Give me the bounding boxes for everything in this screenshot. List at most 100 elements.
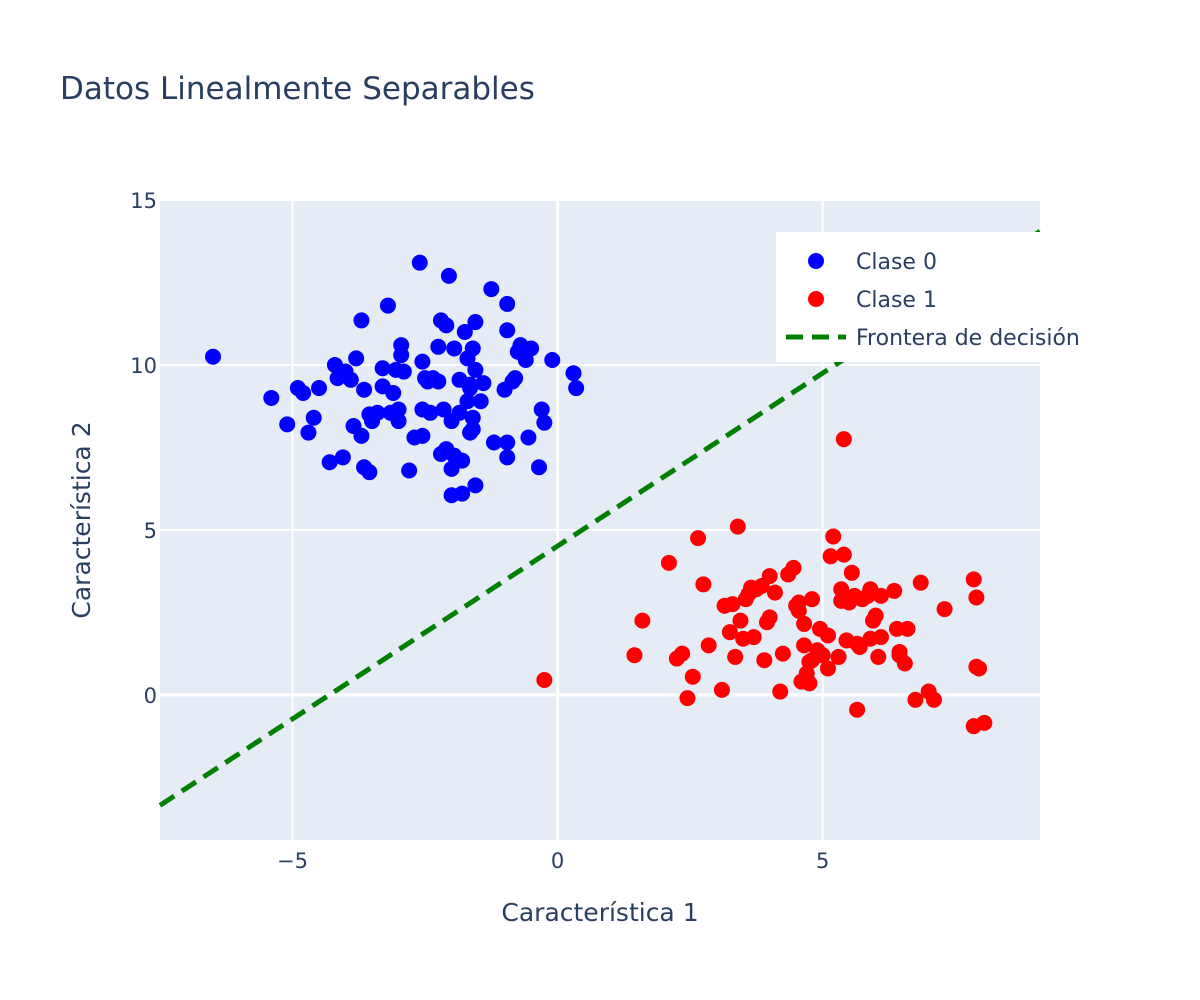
data-point-clase-0: [544, 352, 561, 368]
data-point-clase-1: [772, 683, 789, 700]
data-point-clase-1: [727, 648, 744, 665]
data-point-clase-0: [263, 389, 280, 406]
data-point-clase-1: [925, 691, 942, 708]
data-point-clase-0: [361, 464, 378, 481]
x-axis-label: Característica 1: [501, 898, 698, 927]
x-tick-label: −5: [277, 849, 308, 873]
y-tick-label: 15: [130, 189, 157, 213]
x-tick-label: 5: [816, 849, 829, 873]
data-point-clase-1: [867, 607, 884, 624]
y-tick-label: 5: [144, 519, 157, 543]
data-point-clase-0: [279, 416, 296, 433]
data-point-clase-1: [756, 652, 773, 669]
data-point-clase-1: [849, 701, 866, 718]
data-point-clase-0: [311, 380, 328, 397]
data-point-clase-0: [390, 413, 407, 430]
data-point-clase-0: [536, 414, 553, 431]
data-point-clase-1: [634, 612, 651, 629]
data-point-clase-1: [729, 518, 746, 535]
data-point-clase-1: [796, 637, 813, 654]
y-tick-label: 10: [130, 354, 157, 378]
data-point-clase-0: [414, 427, 431, 444]
legend-marker-clase-1: [808, 291, 824, 307]
data-point-clase-0: [300, 424, 317, 441]
legend-label-frontera: Frontera de decisión: [856, 326, 1080, 351]
data-point-clase-0: [390, 401, 407, 418]
data-point-clase-0: [531, 459, 548, 476]
data-point-clase-1: [822, 548, 839, 565]
grid-lines: [160, 199, 1040, 840]
data-point-clase-0: [379, 297, 396, 314]
data-point-clase-0: [467, 361, 484, 378]
data-point-clase-1: [713, 681, 730, 698]
data-point-clase-0: [446, 340, 463, 357]
data-point-clase-1: [819, 660, 836, 677]
data-point-clase-0: [499, 449, 516, 466]
data-point-clase-1: [907, 691, 924, 708]
data-point-clase-1: [790, 602, 807, 619]
chart-title: Datos Linealmente Separables: [60, 71, 535, 107]
data-point-clase-0: [430, 373, 447, 390]
data-point-clase-1: [849, 635, 866, 652]
y-axis-label: Característica 2: [67, 421, 96, 618]
data-point-clase-1: [833, 581, 850, 598]
data-point-clase-0: [205, 348, 222, 365]
data-point-clase-0: [353, 312, 370, 329]
data-point-clase-1: [724, 596, 741, 613]
data-point-clase-1: [801, 675, 818, 692]
data-point-clase-0: [499, 322, 516, 339]
data-point-clase-0: [483, 281, 500, 298]
data-point-clase-1: [732, 612, 749, 629]
data-point-clase-1: [971, 660, 988, 677]
data-point-clase-1: [843, 564, 860, 581]
data-point-clase-0: [369, 404, 386, 421]
data-point-clase-0: [533, 401, 550, 418]
data-point-clase-1: [690, 530, 707, 547]
data-point-clase-1: [674, 645, 691, 662]
data-point-clase-1: [660, 554, 677, 571]
data-point-clase-0: [568, 380, 585, 397]
data-point-clase-1: [804, 591, 821, 608]
data-point-clase-1: [968, 589, 985, 606]
data-point-clase-1: [976, 714, 993, 731]
data-point-clase-1: [872, 629, 889, 646]
data-point-clase-1: [761, 568, 778, 585]
data-point-clase-1: [785, 559, 802, 576]
data-point-clase-0: [459, 393, 476, 410]
data-point-clase-0: [499, 434, 516, 451]
data-point-clase-1: [774, 645, 791, 662]
data-point-clase-1: [695, 576, 712, 593]
data-point-clase-0: [454, 485, 471, 502]
decision-boundary-line: [158, 229, 1042, 808]
data-point-clase-0: [435, 401, 452, 418]
data-point-clase-1: [891, 647, 908, 664]
data-point-clase-0: [321, 454, 338, 471]
data-point-clase-1: [536, 672, 553, 688]
data-point-clase-0: [440, 267, 457, 284]
data-point-clase-1: [745, 629, 762, 646]
data-point-clase-1: [684, 668, 701, 685]
legend-background: [776, 232, 1082, 362]
data-point-clase-0: [305, 409, 322, 426]
data-point-clase-0: [430, 338, 447, 355]
data-point-clase-1: [825, 528, 842, 545]
data-point-clase-1: [899, 620, 916, 637]
data-point-clase-0: [467, 314, 484, 331]
data-point-clase-1: [835, 431, 852, 448]
data-point-clase-0: [295, 384, 312, 401]
data-point-clase-0: [467, 477, 484, 494]
data-point-clase-0: [401, 462, 418, 479]
data-point-clase-0: [438, 317, 455, 334]
data-point-clase-0: [385, 384, 402, 401]
data-point-clase-0: [456, 323, 473, 340]
data-point-clase-1: [830, 648, 847, 665]
data-point-clase-0: [462, 380, 479, 397]
data-point-clase-0: [485, 434, 502, 451]
data-point-clase-0: [422, 404, 439, 421]
data-point-clase-0: [348, 350, 365, 367]
data-point-clase-0: [523, 340, 540, 357]
data-point-clase-1: [721, 624, 738, 641]
data-point-clase-0: [565, 365, 582, 382]
data-point-clase-0: [353, 427, 370, 444]
